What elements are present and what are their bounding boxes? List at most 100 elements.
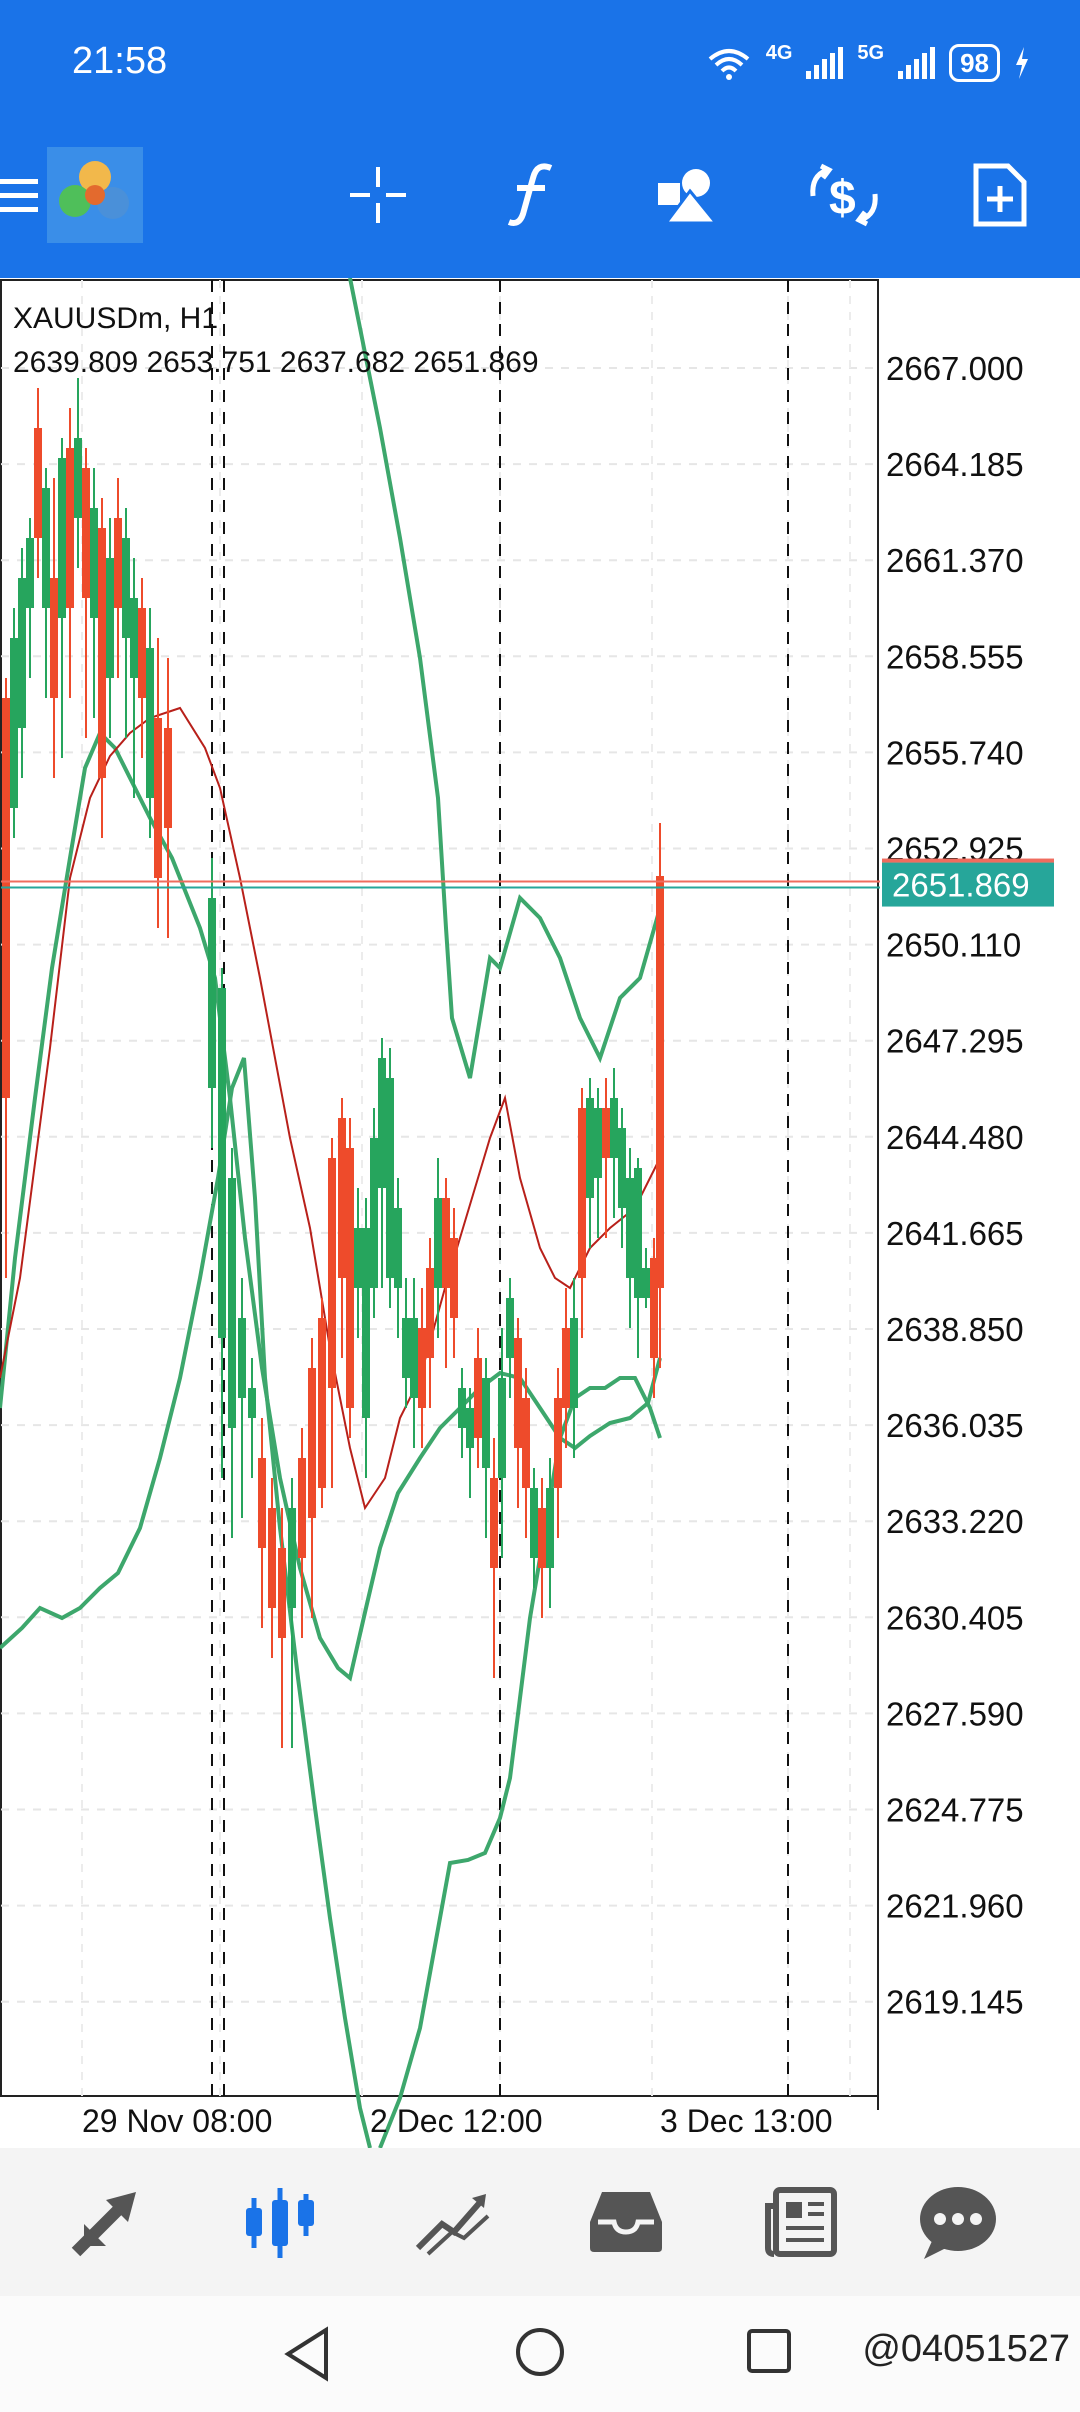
bullish-candle — [386, 1078, 394, 1278]
trade-button[interactable]: $ — [794, 140, 894, 250]
bullish-candle — [586, 1098, 594, 1198]
network-4g-label: 4G — [765, 41, 793, 64]
bearish-candle — [154, 718, 162, 878]
system-navigation-bar — [0, 2296, 1080, 2412]
nav-news[interactable] — [740, 2148, 860, 2296]
battery-indicator: 98 — [949, 44, 1000, 82]
crosshair-icon — [350, 167, 406, 223]
menu-button[interactable] — [0, 140, 70, 250]
chat-bubble-icon — [920, 2187, 996, 2259]
bearish-candle — [656, 876, 664, 1288]
indicators-button[interactable] — [482, 140, 582, 250]
price-tick-label: 2667.000 — [886, 350, 1024, 387]
price-tick-label: 2644.480 — [886, 1119, 1024, 1156]
price-tick-label: 2633.220 — [886, 1503, 1024, 1540]
bottom-navigation — [0, 2148, 1080, 2296]
bearish-candle — [298, 1458, 306, 1558]
home-icon[interactable] — [514, 2326, 566, 2378]
bearish-candle — [138, 608, 146, 698]
bullish-candle — [634, 1168, 642, 1298]
svg-text:$: $ — [829, 172, 856, 225]
bearish-candle — [522, 1398, 530, 1488]
bearish-candle — [318, 1318, 326, 1488]
bullish-candle — [208, 898, 216, 1088]
bollinger-upper-right — [348, 278, 662, 1079]
signal-bars-icon — [806, 47, 844, 79]
bullish-candle — [26, 538, 34, 608]
network-5g-label: 5G — [857, 41, 885, 64]
bearish-candle — [114, 518, 122, 608]
bullish-candle — [354, 1228, 362, 1288]
bullish-candle — [610, 1098, 618, 1158]
price-tick-label: 2619.145 — [886, 1984, 1024, 2021]
chart-symbol: XAUUSDm, H1 — [13, 302, 219, 335]
price-tick-label: 2647.295 — [886, 1023, 1024, 1060]
bullish-candle — [18, 578, 26, 728]
nav-history[interactable] — [566, 2148, 686, 2296]
price-chart[interactable]: 2667.000 2664.185 2661.370 2658.555 2655.740… — [0, 278, 1080, 2148]
status-time: 21:58 — [72, 40, 168, 82]
newspaper-icon — [765, 2187, 837, 2257]
bearish-candle — [98, 528, 106, 778]
time-tick-label: 3 Dec 13:00 — [660, 2103, 833, 2139]
bullish-candle — [466, 1408, 474, 1448]
price-tick-label: 2624.775 — [886, 1792, 1024, 1829]
chart-area[interactable]: 2667.000 2664.185 2661.370 2658.555 2655.740… — [0, 278, 1080, 2148]
watermark: @04051527 — [862, 2328, 1070, 2370]
bearish-candle — [418, 1328, 426, 1408]
bearish-candle — [650, 1258, 658, 1358]
bearish-candle — [602, 1108, 610, 1158]
objects-button[interactable] — [638, 140, 738, 250]
bearish-candle — [66, 448, 74, 608]
status-icons: 4G 5G 98 — [706, 38, 1030, 88]
price-tick-label: 2638.850 — [886, 1311, 1024, 1348]
bullish-candle — [498, 1378, 506, 1478]
price-tick-label: 2621.960 — [886, 1888, 1024, 1925]
new-document-icon — [973, 163, 1027, 227]
bullish-candle — [626, 1178, 634, 1278]
bullish-candle — [10, 638, 18, 808]
recents-icon[interactable] — [746, 2328, 792, 2374]
dollar-arrows-icon: $ — [810, 163, 878, 227]
price-tick-label: 2627.590 — [886, 1695, 1024, 1732]
signal-bars-icon — [898, 47, 936, 79]
bullish-candle — [594, 1108, 602, 1178]
bullish-candle — [618, 1128, 626, 1208]
bearish-candle — [34, 428, 42, 538]
bullish-candle — [434, 1198, 442, 1288]
nav-chart[interactable] — [220, 2148, 340, 2296]
bullish-candle — [248, 1388, 256, 1418]
bullish-candle — [106, 558, 114, 678]
bullish-candle — [228, 1178, 236, 1428]
bullish-candle — [410, 1318, 418, 1398]
indicators-icon — [507, 163, 553, 226]
bearish-candle — [538, 1508, 546, 1568]
price-tick-label: 2658.555 — [886, 638, 1024, 675]
trend-lines-icon — [415, 2194, 490, 2256]
current-price-badge — [882, 862, 1054, 907]
nav-quotes[interactable] — [50, 2148, 170, 2296]
bullish-candle — [146, 648, 154, 798]
bearish-candle — [328, 1158, 336, 1388]
wifi-icon — [708, 49, 749, 80]
price-tick-label: 2641.665 — [886, 1215, 1024, 1252]
back-icon[interactable] — [282, 2326, 332, 2382]
bearish-candle — [2, 698, 10, 1098]
bullish-candle — [394, 1208, 402, 1288]
bullish-candle — [218, 988, 226, 1338]
plot-frame — [0, 279, 879, 2097]
crosshair-button[interactable] — [328, 140, 428, 250]
bearish-candle — [278, 1548, 286, 1638]
top-bar: 21:58 4G 5G 98 — [0, 0, 1080, 278]
bullish-candle — [122, 538, 130, 638]
bullish-candle — [530, 1488, 538, 1558]
quotes-arrows-icon — [71, 2192, 136, 2257]
app-logo[interactable] — [46, 140, 144, 250]
bearish-candle — [442, 1198, 450, 1288]
price-tick-label: 2664.185 — [886, 446, 1024, 483]
bearish-candle — [268, 1508, 276, 1608]
new-order-button[interactable] — [950, 140, 1050, 250]
nav-messages[interactable] — [898, 2148, 1018, 2296]
nav-trade[interactable] — [392, 2148, 512, 2296]
shapes-icon — [658, 169, 718, 223]
